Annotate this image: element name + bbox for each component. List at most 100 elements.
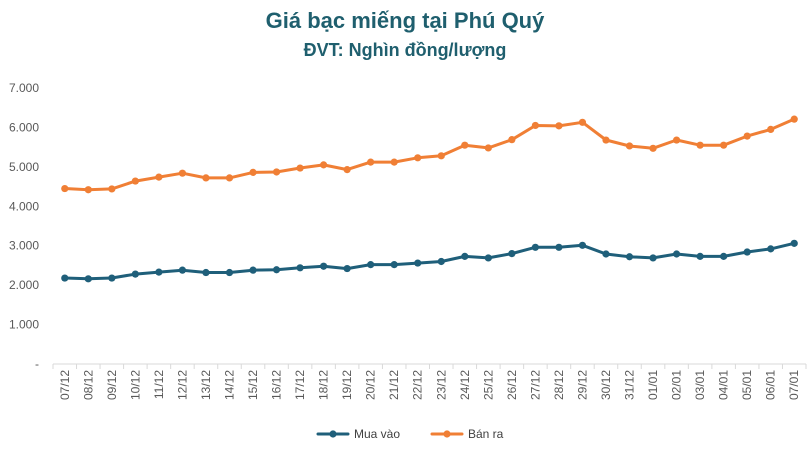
data-point-mua-vao — [743, 248, 751, 256]
data-point-ban-ra — [367, 158, 375, 166]
y-tick-label: 6.000 — [9, 120, 39, 134]
data-point-ban-ra — [602, 136, 610, 144]
data-point-ban-ra — [555, 122, 563, 130]
x-tick-label: 07/12 — [58, 370, 72, 400]
data-point-ban-ra — [155, 173, 163, 181]
data-point-mua-vao — [296, 264, 304, 272]
data-point-mua-vao — [649, 254, 657, 262]
data-point-ban-ra — [578, 118, 587, 126]
data-point-mua-vao — [555, 243, 563, 251]
data-point-ban-ra — [790, 115, 798, 123]
data-point-ban-ra — [696, 141, 704, 149]
data-point-ban-ra — [720, 141, 728, 149]
x-tick-label: 18/12 — [317, 370, 331, 400]
x-tick-label: 06/01 — [764, 370, 778, 400]
x-tick-label: 24/12 — [458, 370, 472, 400]
data-point-mua-vao — [484, 254, 492, 262]
x-tick-label: 20/12 — [364, 370, 378, 400]
data-point-mua-vao — [155, 268, 163, 276]
x-tick-label: 17/12 — [293, 370, 307, 400]
data-point-mua-vao — [61, 274, 69, 282]
legend-label-ban-ra: Bán ra — [468, 427, 504, 441]
x-tick-label: 29/12 — [575, 370, 589, 400]
data-point-ban-ra — [461, 141, 469, 149]
data-point-mua-vao — [508, 250, 516, 258]
x-tick-label: 10/12 — [128, 370, 142, 400]
data-point-mua-vao — [131, 270, 139, 278]
data-point-mua-vao — [367, 261, 375, 269]
data-point-mua-vao — [272, 266, 281, 274]
data-point-ban-ra — [225, 174, 234, 182]
x-tick-label: 15/12 — [246, 370, 260, 400]
x-tick-label: 11/12 — [152, 370, 166, 399]
data-point-mua-vao — [720, 252, 728, 260]
x-tick-label: 26/12 — [505, 370, 519, 400]
data-point-ban-ra — [484, 144, 492, 152]
data-point-mua-vao — [390, 261, 398, 269]
x-tick-label: 22/12 — [411, 370, 425, 400]
y-tick-label: 5.000 — [9, 160, 39, 174]
data-point-ban-ra — [178, 169, 187, 177]
data-point-ban-ra — [672, 136, 681, 144]
series-line-ban-ra — [63, 117, 796, 192]
data-point-ban-ra — [508, 136, 516, 144]
x-tick-label: 28/12 — [552, 370, 566, 400]
x-tick-label: 25/12 — [481, 370, 495, 400]
data-point-mua-vao — [696, 252, 704, 260]
x-tick-label: 05/01 — [740, 370, 754, 400]
series-line-mua-vao — [63, 241, 796, 281]
data-point-mua-vao — [225, 268, 234, 277]
data-point-ban-ra — [272, 168, 281, 176]
chart-subtitle: ĐVT: Nghìn đồng/lượng — [303, 40, 507, 60]
data-point-mua-vao — [108, 274, 116, 282]
x-tick-label: 23/12 — [434, 370, 448, 400]
data-point-ban-ra — [743, 132, 751, 140]
x-tick-label: 03/01 — [693, 370, 707, 400]
data-point-ban-ra — [649, 144, 657, 152]
y-tick-label: 4.000 — [9, 199, 39, 213]
x-tick-label: 08/12 — [81, 370, 95, 400]
data-point-ban-ra — [131, 177, 139, 185]
x-tick-label: 04/01 — [717, 370, 731, 400]
data-point-mua-vao — [602, 250, 610, 258]
data-point-mua-vao — [578, 241, 587, 249]
data-point-ban-ra — [343, 166, 351, 174]
y-tick-label: 1.000 — [9, 318, 39, 332]
data-point-ban-ra — [320, 161, 328, 169]
y-tick-label: 7.000 — [9, 81, 39, 95]
data-point-mua-vao — [84, 275, 92, 283]
data-point-ban-ra — [531, 121, 539, 130]
data-point-ban-ra — [390, 158, 398, 166]
data-point-mua-vao — [249, 266, 257, 274]
data-point-mua-vao — [343, 264, 351, 273]
data-point-ban-ra — [767, 125, 775, 133]
x-tick-label: 14/12 — [222, 370, 236, 400]
data-point-ban-ra — [625, 142, 634, 150]
x-tick-label: 16/12 — [270, 370, 284, 400]
x-tick-label: 09/12 — [105, 370, 119, 400]
data-point-mua-vao — [202, 268, 210, 277]
data-point-mua-vao — [320, 262, 328, 270]
x-tick-label: 02/01 — [670, 370, 684, 400]
data-point-mua-vao — [437, 257, 445, 266]
data-point-ban-ra — [249, 168, 257, 176]
legend-marker-ban-ra — [443, 430, 451, 438]
data-point-ban-ra — [437, 152, 445, 160]
data-point-ban-ra — [61, 184, 69, 193]
x-tick-label: 31/12 — [623, 370, 637, 400]
x-tick-label: 13/12 — [199, 370, 213, 400]
data-point-mua-vao — [625, 253, 634, 261]
x-tick-label: 07/01 — [787, 370, 801, 400]
data-point-mua-vao — [790, 239, 798, 247]
y-tick-label: - — [35, 357, 39, 371]
x-tick-label: 30/12 — [599, 370, 613, 400]
data-point-ban-ra — [108, 185, 116, 193]
data-point-ban-ra — [414, 154, 422, 162]
y-tick-label: 2.000 — [9, 278, 39, 292]
data-point-mua-vao — [531, 243, 539, 251]
y-tick-label: 3.000 — [9, 239, 39, 253]
x-tick-label: 01/01 — [646, 370, 660, 400]
data-point-mua-vao — [414, 259, 422, 267]
data-point-ban-ra — [296, 164, 304, 172]
